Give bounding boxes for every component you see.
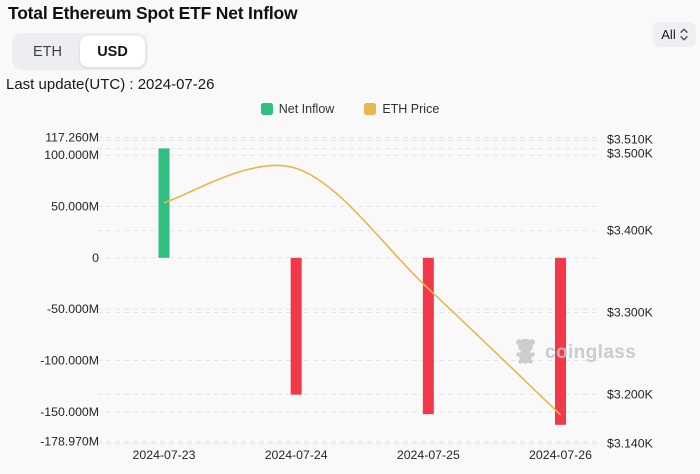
net-inflow-swatch-icon	[260, 103, 273, 115]
legend-label: ETH Price	[382, 102, 440, 116]
y-axis-left-tick-label: -50.000M	[47, 302, 99, 316]
legend-item-net-inflow[interactable]: Net Inflow	[260, 102, 335, 116]
y-axis-left-tick-label: 0	[92, 251, 99, 265]
legend-item-eth-price[interactable]: ETH Price	[364, 102, 439, 116]
eth-price-swatch-icon	[364, 103, 377, 115]
select-updown-icon	[680, 28, 688, 41]
y-axis-right-tick-label: $3.200K	[607, 387, 654, 401]
last-update-text: Last update(UTC) : 2024-07-26	[6, 76, 215, 93]
eth-price-line	[163, 164, 562, 416]
currency-toggle-usd[interactable]: USD	[80, 36, 145, 67]
x-axis-tick-label: 2024-07-23	[133, 448, 196, 462]
x-axis-tick-label: 2024-07-26	[529, 448, 592, 462]
y-axis-right-tick-label: $3.500K	[607, 147, 654, 161]
y-axis-right-tick-label: $3.140K	[607, 437, 654, 451]
time-range-value: All	[661, 27, 676, 42]
y-axis-left-tick-label: 117.260M	[45, 131, 99, 145]
x-axis-tick-label: 2024-07-25	[397, 448, 460, 462]
y-axis-left-tick-label: -150.000M	[40, 405, 99, 419]
y-axis-right-tick-label: $3.300K	[607, 305, 654, 319]
legend-label: Net Inflow	[278, 102, 335, 116]
net-inflow-bar-2024-07-24[interactable]	[290, 257, 302, 395]
net-inflow-bar-2024-07-26[interactable]	[555, 257, 567, 425]
x-axis-tick-label: 2024-07-24	[265, 448, 328, 462]
y-axis-right-tick-label: $3.510K	[607, 133, 654, 147]
y-axis-left-tick-label: 100.000M	[44, 148, 99, 162]
net-inflow-bar-2024-07-25[interactable]	[422, 257, 434, 415]
page-title: Total Ethereum Spot ETF Net Inflow	[8, 3, 298, 23]
y-axis-left-tick-label: 50.000M	[51, 200, 99, 214]
y-axis-right-tick-label: $3.400K	[607, 224, 654, 238]
y-axis-left-tick-label: -100.000M	[40, 353, 99, 367]
y-axis-left-tick-label: -178.970M	[40, 435, 99, 449]
time-range-select[interactable]: All	[653, 22, 696, 47]
chart-legend: Net Inflow ETH Price	[0, 102, 700, 116]
net-inflow-bar-2024-07-23[interactable]	[158, 148, 170, 258]
currency-toggle-eth[interactable]: ETH	[33, 43, 62, 60]
currency-toggle: ETH USD	[12, 33, 148, 70]
